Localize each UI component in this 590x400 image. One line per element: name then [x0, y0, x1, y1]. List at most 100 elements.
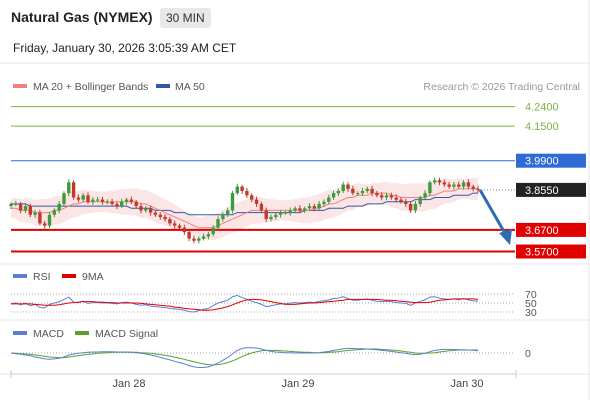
candle-body	[91, 199, 95, 202]
candle-body	[307, 206, 312, 209]
candle-body	[370, 188, 374, 194]
level-tag-3.5700	[516, 244, 586, 259]
candle-body	[192, 238, 196, 241]
candle-body	[274, 214, 278, 217]
candle-body	[47, 214, 52, 226]
candle-body	[399, 199, 403, 202]
candle-body	[124, 199, 129, 202]
candle-body	[360, 191, 365, 194]
candle-body	[144, 208, 148, 211]
candle-body	[71, 182, 76, 198]
rsi-ma-line	[11, 298, 479, 311]
candle-body	[278, 212, 283, 215]
candle-body	[206, 234, 211, 237]
candle-body	[471, 186, 475, 189]
level-label-3.9900: 3.9900	[525, 156, 559, 168]
candle-body	[413, 203, 418, 211]
x-axis: Jan 28 Jan 29 Jan 30	[10, 370, 517, 390]
candle-body	[235, 186, 239, 194]
candle-body	[331, 193, 336, 198]
forecast-arrow-head	[499, 229, 512, 246]
candle-body	[264, 210, 268, 219]
candle-body	[250, 195, 254, 200]
rsi-ma-legend-label: 9MA	[82, 271, 104, 283]
candle-body	[461, 182, 466, 187]
candle-body	[346, 184, 350, 189]
candle-body	[356, 193, 360, 195]
level-label-3.8550: 3.8550	[525, 185, 559, 197]
candle-body	[139, 206, 143, 211]
candle-body	[197, 238, 201, 241]
candlesticks	[9, 177, 480, 244]
x-tick-jan-29: Jan 29	[281, 378, 314, 390]
candle-body	[336, 191, 341, 194]
candle-body	[86, 195, 90, 202]
macd-legend-swatch	[13, 331, 27, 335]
candle-body	[33, 212, 37, 215]
macd-legend-label: MACD	[33, 328, 64, 340]
rsi-tick-50: 50	[525, 298, 537, 310]
macd-signal-legend-label: MACD Signal	[95, 328, 158, 340]
candle-body	[14, 203, 18, 205]
instrument-title: Natural Gas (NYMEX)	[11, 9, 153, 25]
level-label-4.1500: 4.1500	[525, 121, 559, 133]
candle-body	[163, 216, 167, 220]
level-tag-3.6700	[516, 222, 586, 237]
candle-body	[67, 182, 71, 194]
ma50-legend-swatch	[156, 84, 170, 88]
candle-body	[269, 216, 273, 220]
candle-body	[298, 208, 302, 211]
candle-body	[259, 203, 264, 211]
candle-body	[221, 214, 225, 220]
candle-body	[158, 214, 162, 217]
report-datetime: Friday, January 30, 2026 3:05:39 AM CET	[13, 41, 237, 55]
rsi-tick-30: 30	[525, 307, 537, 319]
candle-body	[23, 206, 28, 211]
rsi-legend-label: RSI	[33, 271, 51, 283]
macd-line	[10, 347, 479, 368]
candle-body	[18, 203, 23, 211]
candle-body	[317, 203, 321, 209]
candle-body	[57, 203, 61, 211]
candle-body	[245, 191, 249, 196]
candle-body	[148, 208, 153, 213]
candle-body	[201, 236, 206, 239]
candle-body	[437, 180, 442, 183]
candle-body	[447, 184, 451, 187]
candle-body	[187, 232, 191, 239]
candle-body	[418, 197, 422, 204]
candle-body	[394, 197, 398, 200]
macd-zero-tick: 0	[525, 348, 531, 360]
candle-body	[134, 201, 138, 207]
price-levels	[11, 106, 515, 253]
candle-body	[457, 184, 461, 187]
level-label-3.6700: 3.6700	[525, 225, 559, 237]
timeframe-badge[interactable]: 30 MIN	[160, 8, 211, 28]
candle-body	[283, 212, 288, 214]
x-tick-jan-30: Jan 30	[450, 378, 483, 390]
macd-panel: 0	[10, 347, 531, 368]
candle-body	[380, 195, 384, 198]
candle-body	[153, 212, 158, 215]
candle-body	[408, 203, 413, 211]
candle-body	[404, 201, 408, 204]
candle-body	[168, 219, 172, 224]
level-label-4.2400: 4.2400	[525, 102, 559, 114]
candle-body	[28, 206, 32, 215]
candle-body	[365, 188, 369, 191]
level-tag-3.9900	[516, 153, 586, 168]
candle-body	[43, 223, 47, 226]
x-tick-jan-28: Jan 28	[112, 378, 145, 390]
level-label-3.5700: 3.5700	[525, 247, 559, 259]
rsi-legend-swatch	[13, 274, 27, 278]
candle-body	[211, 227, 215, 235]
candle-body	[293, 208, 297, 211]
rsi-line	[10, 294, 479, 313]
candle-body	[423, 193, 427, 198]
candle-body	[428, 182, 432, 194]
ma50-legend-label: MA 50	[175, 81, 205, 93]
ma20-legend-label: MA 20 + Bollinger Bands	[33, 81, 148, 93]
candle-body	[9, 203, 13, 207]
ma20-legend-swatch	[13, 84, 27, 88]
